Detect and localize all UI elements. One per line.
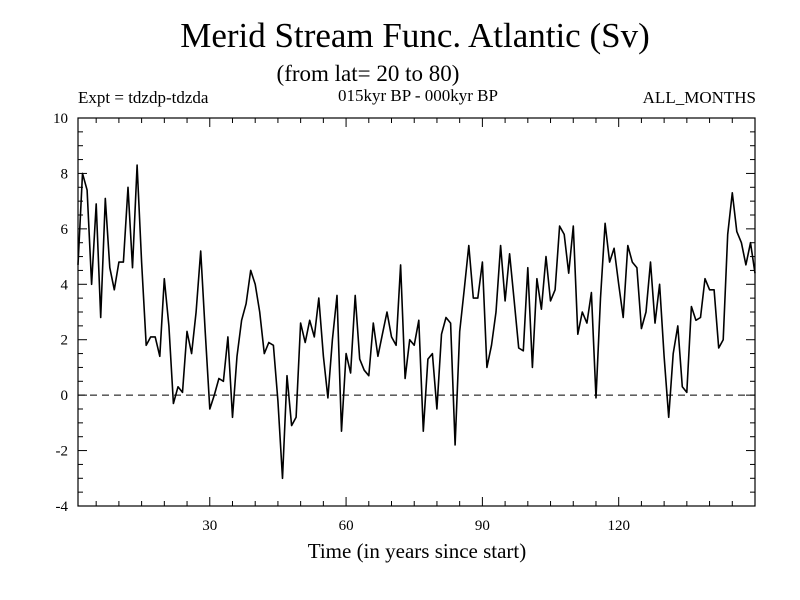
x-tick-label: 60: [339, 518, 354, 534]
x-tick-label: 120: [607, 518, 630, 534]
experiment-label: Expt = tdzdp-tdzda: [78, 88, 209, 107]
series-line: [77, 164, 756, 480]
plot-frame: [77, 117, 756, 507]
y-tick-label: -2: [56, 444, 69, 460]
y-tick-label: 6: [61, 222, 69, 238]
y-tick-label: 8: [61, 166, 69, 182]
y-tick-label: 0: [61, 388, 69, 404]
y-tick-label: 2: [61, 333, 69, 349]
y-tick-label: 4: [61, 277, 69, 293]
period-label: 015kyr BP - 000kyr BP: [338, 86, 498, 105]
tick-layer: [78, 117, 756, 507]
chart-subtitle: (from lat= 20 to 80): [276, 61, 460, 86]
tick-label-layer: 30 60 90 120 -4 -2 0 2 4 6 8 10: [53, 111, 630, 534]
months-label: ALL_MONTHS: [642, 88, 756, 107]
x-axis-title: Time (in years since start): [307, 539, 527, 563]
chart-title: Merid Stream Func. Atlantic (Sv): [180, 16, 650, 55]
x-tick-label: 30: [202, 518, 217, 534]
x-tick-label: 90: [475, 518, 490, 534]
y-tick-label: 10: [53, 111, 68, 127]
y-tick-label: -4: [56, 499, 69, 515]
